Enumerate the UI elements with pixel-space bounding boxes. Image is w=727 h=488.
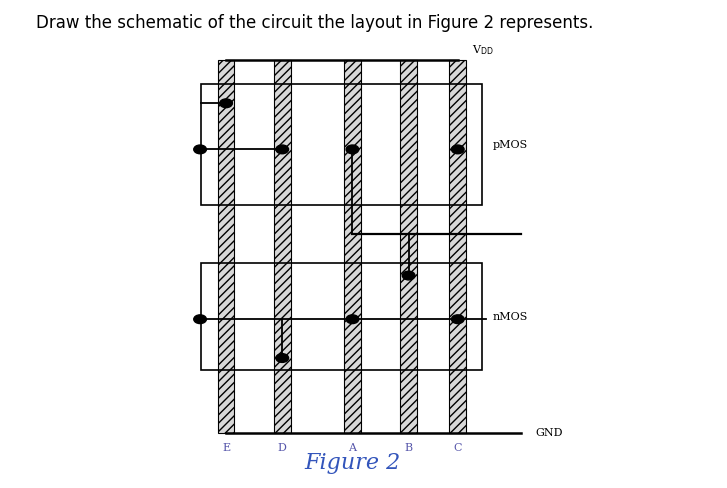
- Text: C: C: [454, 443, 462, 453]
- Circle shape: [194, 145, 206, 154]
- Circle shape: [220, 99, 233, 108]
- Circle shape: [451, 145, 464, 154]
- Bar: [344, 60, 361, 433]
- Text: V$_{\rm DD}$: V$_{\rm DD}$: [472, 43, 494, 57]
- Circle shape: [451, 315, 464, 324]
- Circle shape: [346, 145, 358, 154]
- Text: D: D: [278, 443, 286, 453]
- Text: GND: GND: [535, 428, 563, 438]
- Text: nMOS: nMOS: [493, 312, 529, 322]
- Text: Draw the schematic of the circuit the layout in Figure 2 represents.: Draw the schematic of the circuit the la…: [36, 14, 594, 32]
- Circle shape: [346, 315, 358, 324]
- Circle shape: [194, 315, 206, 324]
- Text: pMOS: pMOS: [493, 140, 528, 149]
- Circle shape: [276, 145, 289, 154]
- Bar: [449, 60, 466, 433]
- Bar: [400, 60, 417, 433]
- Circle shape: [402, 271, 415, 280]
- Text: A: A: [348, 443, 356, 453]
- Bar: [217, 60, 235, 433]
- Bar: [201, 84, 482, 205]
- Bar: [274, 60, 291, 433]
- Bar: [201, 264, 482, 370]
- Text: Figure 2: Figure 2: [305, 452, 401, 474]
- Text: E: E: [222, 443, 230, 453]
- Text: B: B: [404, 443, 413, 453]
- Circle shape: [276, 354, 289, 363]
